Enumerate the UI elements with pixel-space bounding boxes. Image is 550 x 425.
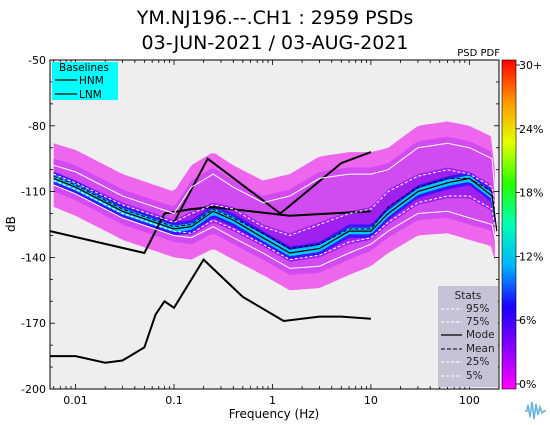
- mode-legend-label: Mode: [466, 329, 495, 341]
- mode-curve: [53, 177, 498, 254]
- p5-legend-label: 5%: [466, 370, 483, 382]
- colorbar-tick-label: 6%: [519, 314, 536, 327]
- y-tick-label: -200: [21, 383, 46, 396]
- p75-legend-label: 75%: [466, 316, 489, 328]
- stats-legend: Stats 95% 75% Mode Mean 25% 5%: [438, 286, 498, 387]
- hnm-legend-label: HNM: [79, 75, 104, 87]
- stats-legend-title: Stats: [455, 290, 482, 302]
- colorbar-ticks: 30+ 24% 18% 12% 6% 0%: [516, 59, 543, 391]
- x-tick-label: 1: [269, 394, 276, 407]
- colorbar-label: PSD PDF: [457, 48, 500, 59]
- p95-curve: [53, 142, 498, 215]
- colorbar: [501, 59, 517, 390]
- x-tick-label: 0.01: [63, 394, 88, 407]
- colorbar-tick-label: 12%: [519, 250, 543, 263]
- colorbar-tick-label: 30+: [519, 59, 542, 72]
- baselines-legend: Baselines HNM LNM: [52, 62, 118, 101]
- plot-frame: [49, 59, 500, 390]
- x-axis-ticks: 0.01 0.1 1 10 100: [53, 60, 500, 407]
- x-axis-label: Frequency (Hz): [229, 407, 320, 421]
- colorbar-tick-label: 0%: [519, 378, 536, 391]
- p75-curve: [53, 169, 498, 237]
- mean-curve: [53, 175, 498, 250]
- lnm-legend-label: LNM: [79, 89, 102, 101]
- chart-title-line2: 03-JUN-2021 / 03-AUG-2021: [142, 32, 409, 54]
- curves: [50, 142, 498, 364]
- density-wide-band: [53, 136, 495, 275]
- stats-legend-bg: [438, 286, 498, 387]
- wave-logo-icon: [523, 399, 547, 421]
- mean-legend-label: Mean: [466, 343, 495, 355]
- pdf-density: [53, 121, 495, 291]
- lnm-curve: [50, 205, 371, 255]
- colorbar-tick-label: 24%: [519, 123, 543, 136]
- x-tick-label: 0.1: [165, 394, 183, 407]
- p25-legend-label: 25%: [466, 356, 489, 368]
- y-tick-label: -50: [28, 54, 46, 67]
- x-tick-label: 10: [364, 394, 378, 407]
- colorbar-tick-label: 18%: [519, 187, 543, 200]
- p25-curve: [53, 180, 498, 261]
- baselines-legend-title: Baselines: [59, 62, 109, 74]
- lnm-low-curve: [50, 258, 371, 364]
- y-axis-label: dB: [4, 216, 18, 232]
- hnm-curve: [173, 151, 372, 223]
- p95-legend-label: 95%: [466, 303, 489, 315]
- y-tick-label: -140: [21, 251, 46, 264]
- chart-title-line1: YM.NJ196.--.CH1 : 2959 PSDs: [136, 7, 413, 29]
- y-tick-label: -170: [21, 317, 46, 330]
- y-axis-ticks: -50 -80 -110 -140 -170 -200: [21, 54, 499, 396]
- y-tick-label: -110: [21, 186, 46, 199]
- p5-curve: [53, 184, 498, 269]
- x-tick-label: 100: [459, 394, 480, 407]
- y-tick-label: -80: [28, 120, 46, 133]
